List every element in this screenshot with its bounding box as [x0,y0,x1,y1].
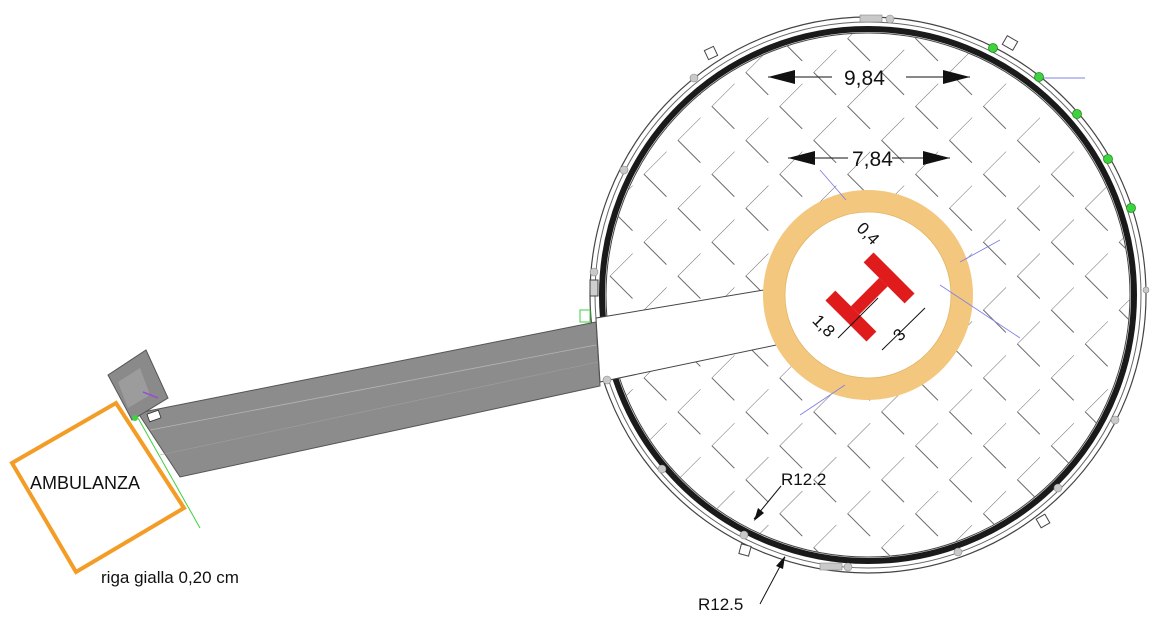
ambulance-label: AMBULANZA [30,473,140,493]
h-dimensions [837,297,926,351]
outer-radius-label: R12.5 [698,595,743,614]
walkway-ramp [137,321,601,478]
walkway-stripe-2 [159,361,599,456]
blue-guide-lines [799,77,1085,416]
ambulance-anchor [132,415,138,421]
dimension-outer [768,70,970,84]
access-marker-box [146,409,162,423]
perimeter-posts [589,14,1150,572]
safety-ring [599,26,1137,564]
yellow-line-note: riga gialla 0,20 cm [101,568,239,587]
access-block-shadow [118,368,150,408]
h-mark [825,252,915,342]
dimension-inner-label: 7,84 [852,148,893,171]
perimeter-lights [988,43,1136,213]
inner-radius-label: R12.2 [781,470,826,489]
touchdown-ring [763,190,973,400]
radius-arrow-inner [754,508,764,521]
access-marker-line [142,391,159,399]
ambulance-guide-line [137,417,201,529]
dimension-inner [788,151,950,165]
walkway-stripe [149,344,597,431]
ambulance-outline [9,400,187,575]
radius-arrow-outer [776,556,785,569]
perimeter-brackets [589,34,1051,557]
walkway-junction [579,309,591,323]
dimension-outer-label: 9,84 [844,67,885,90]
